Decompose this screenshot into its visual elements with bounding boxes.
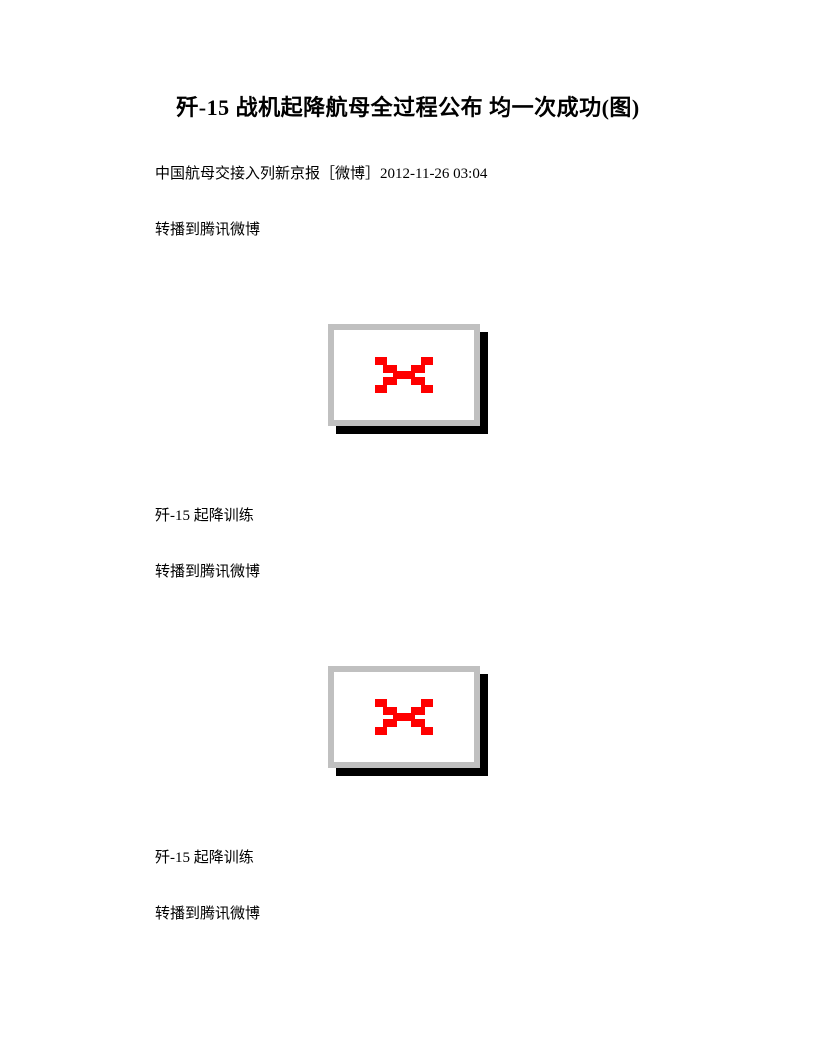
document-page: 歼-15 战机起降航母全过程公布 均一次成功(图) 中国航母交接入列新京报［微博…: [0, 0, 816, 923]
image-caption-1: 歼-15 起降训练: [155, 504, 661, 525]
article-title: 歼-15 战机起降航母全过程公布 均一次成功(图): [155, 90, 661, 122]
broken-image-icon: [328, 324, 488, 434]
red-x-icon: [375, 357, 433, 393]
share-link-1[interactable]: 转播到腾讯微博: [155, 218, 661, 239]
share-link-3[interactable]: 转播到腾讯微博: [155, 902, 661, 923]
red-x-icon: [375, 699, 433, 735]
broken-image-icon: [328, 666, 488, 776]
share-link-2[interactable]: 转播到腾讯微博: [155, 560, 661, 581]
image-caption-2: 歼-15 起降训练: [155, 846, 661, 867]
image-block-2: [155, 666, 661, 776]
source-line: 中国航母交接入列新京报［微博］2012-11-26 03:04: [155, 162, 661, 183]
image-block-1: [155, 324, 661, 434]
